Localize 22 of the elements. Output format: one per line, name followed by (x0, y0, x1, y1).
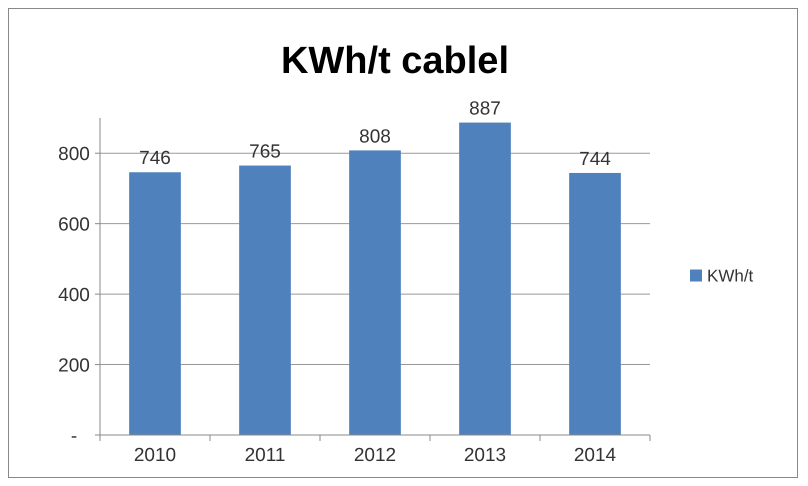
data-label: 808 (359, 126, 391, 148)
bar (569, 172, 621, 435)
data-label: 887 (469, 98, 501, 120)
y-tick-label: 200 (58, 356, 90, 377)
bar (239, 166, 291, 435)
y-tick-label: 800 (58, 144, 90, 166)
x-tick-label: 2012 (354, 445, 396, 466)
x-tick-label: 2013 (464, 445, 506, 466)
bar (349, 150, 401, 435)
data-label: 744 (579, 148, 612, 170)
data-label: 765 (249, 142, 281, 163)
y-tick-label: 400 (58, 285, 90, 306)
y-tick-label: 600 (58, 214, 90, 236)
data-label: 746 (139, 148, 171, 170)
chart-title: KWh/t cablel (280, 40, 510, 82)
bar (459, 122, 511, 435)
x-tick-label: 2010 (134, 445, 176, 466)
legend-label: KWh/t (707, 266, 754, 286)
x-tick-label: 2014 (574, 445, 617, 466)
y-tick-label: - (70, 426, 78, 447)
x-tick-label: 2011 (244, 445, 286, 466)
bar (129, 172, 181, 435)
